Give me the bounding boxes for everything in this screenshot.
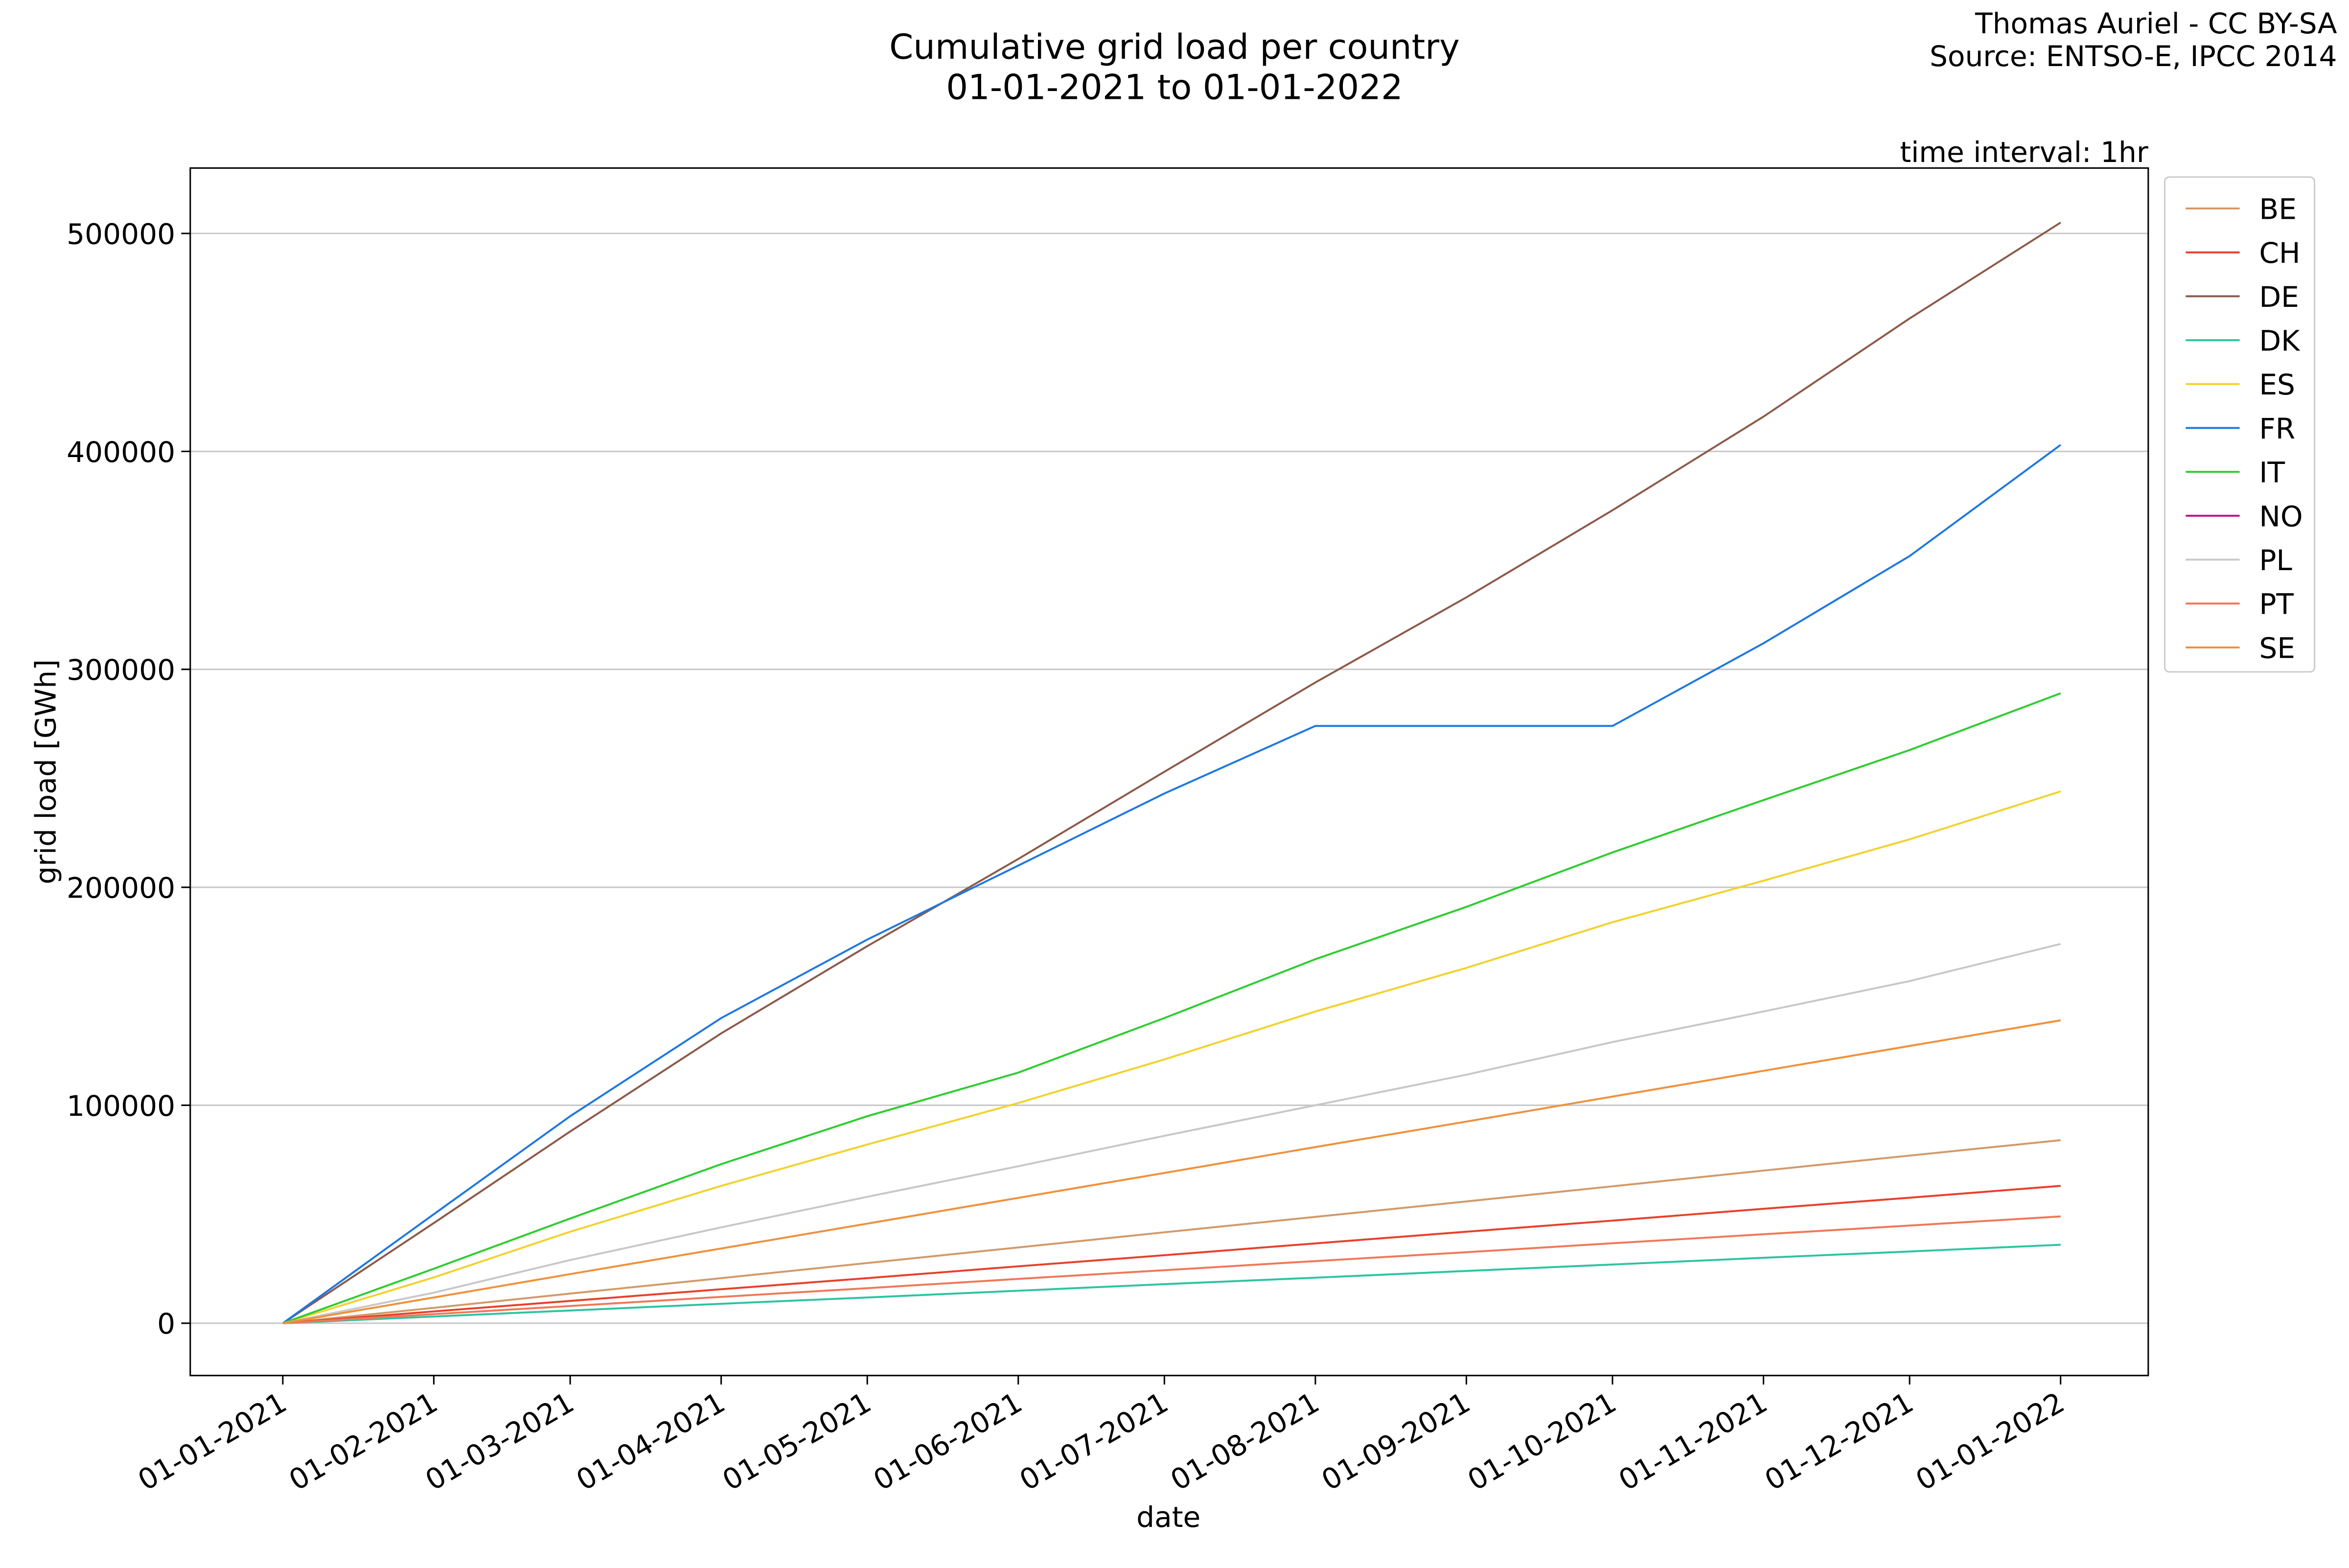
legend-label: BE: [2259, 192, 2297, 226]
legend-label: SE: [2259, 631, 2295, 665]
legend-label: IT: [2259, 456, 2285, 489]
series-line: [282, 692, 2061, 1324]
legend-label: FR: [2259, 412, 2295, 445]
y-tick-label: 400000: [67, 436, 175, 469]
y-tick-label: 300000: [67, 653, 175, 687]
series-line: [282, 222, 2061, 1324]
y-tick-label: 0: [157, 1307, 175, 1340]
plot-frame: [189, 167, 2149, 1377]
legend-label: DK: [2259, 324, 2301, 358]
y-tick-label: 200000: [67, 872, 175, 905]
legend-label: PL: [2259, 544, 2292, 577]
series-line: [282, 1185, 2061, 1324]
interval-note: time interval: 1hr: [1900, 136, 2148, 169]
legend-label: CH: [2259, 236, 2300, 270]
chart-subtitle: 01-01-2021 to 01-01-2022: [946, 68, 1403, 108]
chart-title: Cumulative grid load per country: [889, 27, 1460, 67]
series-line: [282, 1139, 2061, 1324]
y-tick-label: 100000: [67, 1089, 175, 1123]
legend-label: ES: [2259, 368, 2295, 401]
series-line: [282, 444, 2061, 1324]
legend-label: NO: [2259, 500, 2303, 533]
y-tick-label: 500000: [67, 217, 175, 251]
legend-label: PT: [2259, 588, 2294, 621]
series-line: [282, 1244, 2061, 1324]
series-line: [282, 1215, 2061, 1324]
series-line: [282, 1019, 2061, 1324]
series-line: [282, 790, 2061, 1324]
x-axis-label: date: [1136, 1500, 1200, 1534]
y-axis-label: grid load [GWh]: [29, 659, 62, 884]
legend-box: [2164, 176, 2316, 673]
credit: Thomas Auriel - CC BY-SA: [1975, 7, 2337, 40]
source: Source: ENTSO-E, IPCC 2014: [1930, 40, 2337, 73]
legend: BE CH DE DK ES FR IT NO PL PT SE: [2164, 176, 2316, 673]
legend-label: DE: [2259, 280, 2299, 314]
series-line: [282, 943, 2061, 1324]
